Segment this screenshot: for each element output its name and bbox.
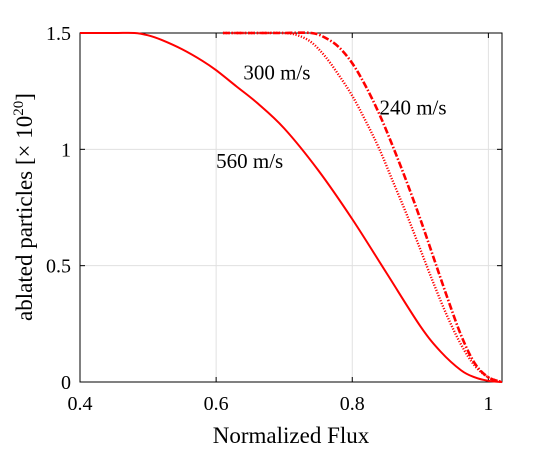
y-tick-label: 1 bbox=[61, 139, 71, 161]
y-axis-label-main: ablated particles [× 10 bbox=[12, 116, 37, 321]
y-axis-label-exponent: 20 bbox=[11, 101, 27, 116]
x-tick-label: 0.4 bbox=[68, 393, 93, 415]
series-annotation: 240 m/s bbox=[379, 95, 446, 119]
series-annotation: 560 m/s bbox=[216, 149, 283, 173]
x-tick-label: 0.8 bbox=[340, 393, 365, 415]
y-tick-label: 0.5 bbox=[46, 256, 71, 278]
annotations: 300 m/s 240 m/s 560 m/s bbox=[216, 61, 446, 173]
grid-lines bbox=[79, 32, 502, 383]
y-tick-label: 0 bbox=[61, 372, 71, 394]
y-axis-label-close: ] bbox=[12, 93, 37, 101]
series-line-240-ms bbox=[222, 31, 503, 384]
plot-frame bbox=[79, 32, 503, 383]
series-line-560-ms bbox=[80, 31, 503, 383]
x-axis-label: Normalized Flux bbox=[213, 423, 370, 448]
series-lines bbox=[80, 31, 503, 384]
y-tick-label: 1.5 bbox=[46, 23, 71, 45]
series-annotation: 300 m/s bbox=[243, 61, 310, 85]
x-tick-label: 1 bbox=[483, 393, 493, 415]
y-axis-label: ablated particles [× 1020] bbox=[11, 93, 37, 321]
x-tick-label: 0.6 bbox=[204, 393, 229, 415]
